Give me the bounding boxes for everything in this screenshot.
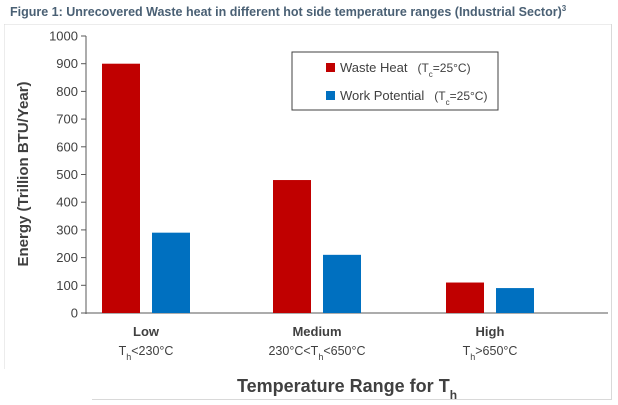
figure-caption-reference: 3 <box>561 4 567 13</box>
x-category-sublabel: 230°C<Th<650°C <box>268 344 365 362</box>
x-category-label: Medium <box>292 324 341 339</box>
y-tick-label: 1000 <box>49 29 78 44</box>
figure-caption-text: Figure 1: Unrecovered Waste heat in diff… <box>10 5 562 20</box>
bar-work-potential-low <box>152 232 190 313</box>
x-category-sublabel: Th>650°C <box>463 344 518 362</box>
bar-work-potential-medium <box>323 254 361 313</box>
bars <box>102 63 534 314</box>
x-axis-label: Temperature Range for Th <box>237 376 457 400</box>
y-tick-label: 0 <box>71 306 78 321</box>
legend-label-waste-heat: Waste Heat (Tc=25°C) <box>340 60 471 79</box>
y-tick-label: 200 <box>56 250 78 265</box>
legend: Waste Heat (Tc=25°C) Work Potential (Tc=25… <box>291 51 499 111</box>
bar-waste-heat-high <box>446 282 484 313</box>
y-tick-label: 900 <box>56 56 78 71</box>
bar-chart: 0 100 200 300 400 500 600 700 800 900 1000 Low Th<2… <box>3 23 612 402</box>
x-axis-tick-labels: Low Th<230°C Medium 230°C<Th<650°C High Th>65… <box>119 324 518 362</box>
legend-box <box>291 51 499 111</box>
bar-waste-heat-low <box>102 63 140 314</box>
y-tick-label: 600 <box>56 139 78 154</box>
legend-label-work-potential: Work Potential (Tc=25°C) <box>340 88 487 107</box>
figure-caption: Figure 1: Unrecovered Waste heat in diff… <box>10 4 566 19</box>
y-axis-ticks: 0 100 200 300 400 500 600 700 800 900 1000 <box>49 29 86 321</box>
legend-swatch-work-potential <box>326 91 335 100</box>
y-tick-label: 400 <box>56 195 78 210</box>
legend-swatch-waste-heat <box>326 63 335 72</box>
y-tick-label: 700 <box>56 112 78 127</box>
x-category-sublabel: Th<230°C <box>119 344 174 362</box>
y-axis-label: Energy (Trillion BTU/Year) <box>15 81 32 266</box>
y-tick-label: 800 <box>56 84 78 99</box>
x-category-label: High <box>476 324 505 339</box>
y-tick-label: 500 <box>56 167 78 182</box>
x-category-label: Low <box>133 324 160 339</box>
y-tick-label: 300 <box>56 222 78 237</box>
bar-work-potential-high <box>496 288 534 313</box>
bar-waste-heat-medium <box>273 180 311 313</box>
y-tick-label: 100 <box>56 278 78 293</box>
chart-frame: 0 100 200 300 400 500 600 700 800 900 1000 Low Th<2… <box>3 23 612 402</box>
